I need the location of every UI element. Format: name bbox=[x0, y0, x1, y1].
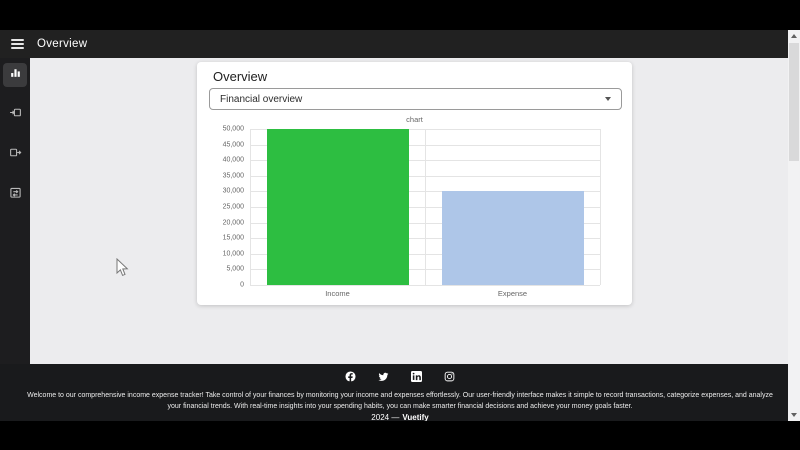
page-title: Overview bbox=[37, 38, 88, 50]
bar-income[interactable] bbox=[266, 129, 409, 285]
x-tick-label: Income bbox=[325, 289, 350, 298]
twitter-icon bbox=[378, 369, 389, 387]
gridline-horizontal bbox=[250, 285, 600, 286]
y-tick-label: 35,000 bbox=[222, 172, 244, 180]
footer: Welcome to our comprehensive income expe… bbox=[0, 364, 800, 421]
x-tick-label: Expense bbox=[497, 289, 528, 298]
income-icon bbox=[9, 106, 22, 124]
overview-card: Overview Financial overview chart 0 5,000… bbox=[197, 62, 632, 305]
hamburger-icon bbox=[10, 39, 24, 49]
chart-title: chart bbox=[406, 115, 423, 124]
browser-viewport: Overview bbox=[0, 30, 800, 421]
y-tick-label: 30,000 bbox=[222, 187, 244, 195]
chevron-down-icon bbox=[605, 97, 611, 101]
linkedin-icon bbox=[411, 369, 422, 387]
mouse-cursor bbox=[115, 257, 129, 283]
copyright-year: 2024 — bbox=[371, 413, 400, 421]
expense-icon bbox=[9, 146, 22, 164]
social-links bbox=[345, 369, 455, 387]
footer-copyright: 2024 — Vuetify bbox=[371, 413, 428, 421]
y-tick-label: 10,000 bbox=[222, 250, 244, 258]
scrollbar-thumb[interactable] bbox=[789, 43, 799, 161]
select-value: Financial overview bbox=[220, 93, 303, 105]
footer-description: Welcome to our comprehensive income expe… bbox=[27, 392, 773, 410]
sidebar-nav bbox=[0, 58, 30, 364]
chart-plot: 0 5,000 10,000 15,000 20,000 25,000 30,000 35,0… bbox=[223, 126, 601, 298]
sidebar-item-transactions[interactable] bbox=[3, 183, 27, 207]
vertical-scrollbar[interactable] bbox=[788, 30, 800, 421]
bar-expense[interactable] bbox=[441, 191, 584, 285]
gridline-vertical bbox=[250, 129, 251, 285]
overview-select[interactable]: Financial overview bbox=[209, 88, 622, 110]
linkedin-button[interactable] bbox=[411, 369, 422, 387]
chart-bar-icon bbox=[9, 66, 22, 84]
sidebar-item-expense[interactable] bbox=[3, 143, 27, 167]
y-tick-label: 50,000 bbox=[222, 125, 244, 133]
facebook-button[interactable] bbox=[345, 369, 356, 387]
y-tick-label: 15,000 bbox=[222, 234, 244, 242]
transactions-icon bbox=[9, 186, 22, 204]
y-tick-label: 0 bbox=[240, 281, 244, 289]
arrow-down-icon bbox=[791, 413, 797, 417]
facebook-icon bbox=[345, 369, 356, 387]
app-bar: Overview bbox=[0, 30, 788, 58]
y-tick-label: 5,000 bbox=[226, 265, 244, 273]
brand-name: Vuetify bbox=[402, 413, 429, 421]
y-tick-label: 20,000 bbox=[222, 219, 244, 227]
arrow-up-icon bbox=[791, 34, 797, 38]
sidebar-item-overview[interactable] bbox=[3, 63, 27, 87]
gridline-vertical bbox=[600, 129, 601, 285]
scroll-down-button[interactable] bbox=[788, 409, 800, 421]
card-title: Overview bbox=[213, 69, 268, 84]
gridline-vertical bbox=[425, 129, 426, 285]
scroll-up-button[interactable] bbox=[788, 30, 800, 42]
y-tick-label: 25,000 bbox=[222, 203, 244, 211]
instagram-button[interactable] bbox=[444, 369, 455, 387]
y-tick-label: 45,000 bbox=[222, 141, 244, 149]
y-tick-label: 40,000 bbox=[222, 156, 244, 164]
sidebar-item-income[interactable] bbox=[3, 103, 27, 127]
twitter-button[interactable] bbox=[378, 369, 389, 387]
instagram-icon bbox=[444, 369, 455, 387]
menu-button[interactable] bbox=[9, 36, 25, 52]
